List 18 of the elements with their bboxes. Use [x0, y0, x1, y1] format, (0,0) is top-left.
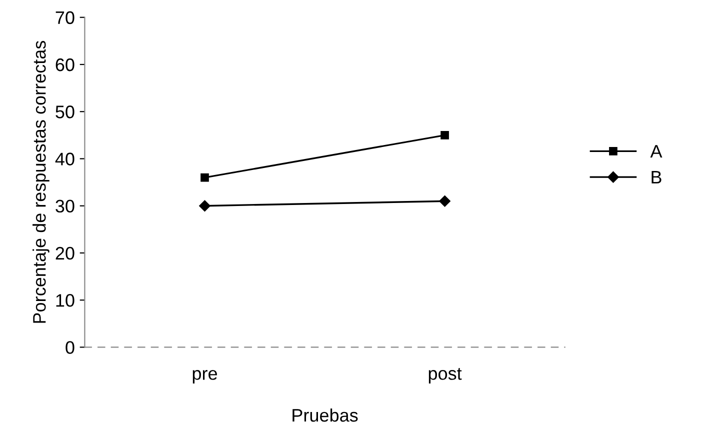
y-tick-label: 0	[66, 341, 74, 354]
y-tick-label: 50	[56, 106, 74, 118]
y-tick-label: 40	[55, 152, 74, 166]
y-tick-label: 70	[56, 11, 74, 24]
point	[200, 173, 209, 182]
x-tick-label: post	[428, 368, 462, 384]
point	[440, 130, 449, 140]
point	[439, 196, 450, 207]
x-tick-label: pre	[192, 370, 217, 384]
x-axis-title: Pruebas	[292, 408, 358, 422]
y-tick-label: 20	[56, 246, 74, 260]
y-tick-label: 30	[56, 200, 74, 213]
y-axis-title: Porcentaje de respuestas correctas	[32, 40, 50, 323]
point	[199, 200, 210, 212]
y-tick-label: 10	[56, 294, 74, 307]
legend-label: B	[652, 170, 662, 184]
y-tick-label: 60	[56, 58, 74, 72]
legend-label: A	[650, 145, 662, 158]
